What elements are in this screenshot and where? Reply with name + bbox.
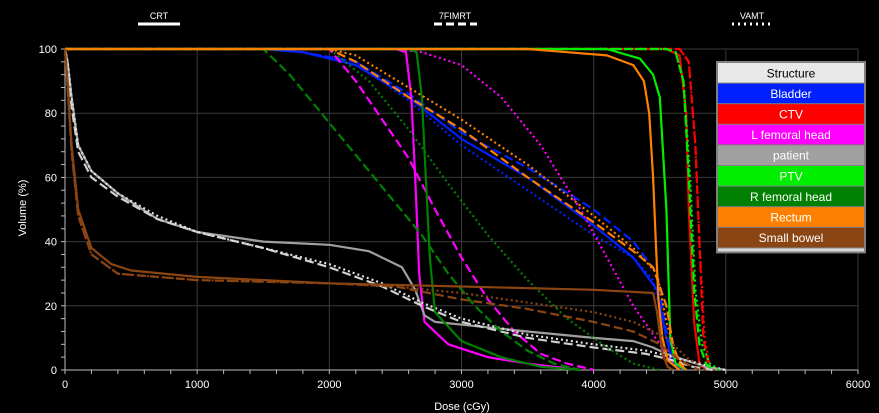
x-tick-label: 5000: [714, 379, 738, 391]
y-tick-label: 80: [45, 108, 57, 120]
y-tick-label: 40: [45, 237, 57, 249]
legend-footer: [718, 248, 864, 252]
legend-header-bg: [718, 63, 864, 83]
style-key-vamt-label: VAMT: [740, 11, 765, 21]
legend-entry-label: CTV: [779, 108, 803, 122]
series-line-r-femoral-head-solid: [65, 47, 581, 372]
legend: Structure Bladder CTV L femoral head patient…: [716, 61, 866, 254]
series-line-r-femoral-head-dotted: [65, 47, 661, 372]
style-key-crt-label: CRT: [150, 11, 169, 21]
series-line-ctv-dashed: [65, 47, 714, 371]
x-axis-title: Dose (cGy): [434, 401, 490, 413]
series-line-r-femoral-head-dashed: [65, 47, 581, 372]
series-line-small-bowel-solid: [63, 48, 674, 371]
y-tick-label: 100: [39, 44, 57, 56]
legend-entry-label: PTV: [779, 169, 802, 183]
legend-swatch: [718, 186, 864, 207]
legend-swatch: [718, 124, 864, 145]
legend-entry-label: R femoral head: [750, 190, 832, 204]
series-line-small-bowel-dotted: [63, 48, 707, 371]
x-tick-label: 1000: [185, 379, 209, 391]
legend-swatch: [718, 83, 864, 104]
legend-entry-label: L femoral head: [751, 128, 831, 142]
series-line-rectum-solid: [65, 47, 681, 371]
legend-swatch: [718, 145, 864, 165]
legend-swatch: [718, 104, 864, 124]
y-axis-title: Volume (%): [17, 180, 29, 237]
style-key-7fimrt-label: 7FIMRT: [439, 11, 472, 21]
legend-entry-label: Bladder: [770, 87, 811, 101]
series-line-ptv-dashed: [65, 47, 714, 371]
legend-entry-label: Rectum: [770, 211, 811, 225]
series-line-bladder-dashed: [65, 47, 687, 371]
series-line-l-femoral-head-dashed: [65, 47, 594, 372]
x-tick-label: 6000: [846, 379, 870, 391]
legend-entry-label: Small bowel: [759, 231, 824, 245]
x-tick-label: 0: [62, 379, 68, 391]
x-tick-label: 4000: [581, 379, 605, 391]
series-line-patient-dashed: [63, 48, 713, 372]
legend-swatch: [718, 207, 864, 227]
series-line-l-femoral-head-solid: [65, 47, 581, 372]
line-style-key: CRT 7FIMRT VAMT: [138, 11, 773, 26]
series-line-ctv-dotted: [65, 47, 716, 371]
series-line-patient-dotted: [63, 48, 727, 372]
x-tick-label: 2000: [317, 379, 341, 391]
y-tick-label: 20: [45, 301, 57, 313]
legend-swatch: [718, 227, 864, 248]
legend-swatch: [718, 166, 864, 186]
x-tick-label: 3000: [449, 379, 473, 391]
y-tick-label: 0: [51, 365, 57, 377]
series-lines: [63, 47, 727, 372]
legend-header: Structure: [767, 66, 816, 80]
y-tick-label: 60: [45, 172, 57, 184]
legend-entry-label: patient: [773, 149, 810, 163]
